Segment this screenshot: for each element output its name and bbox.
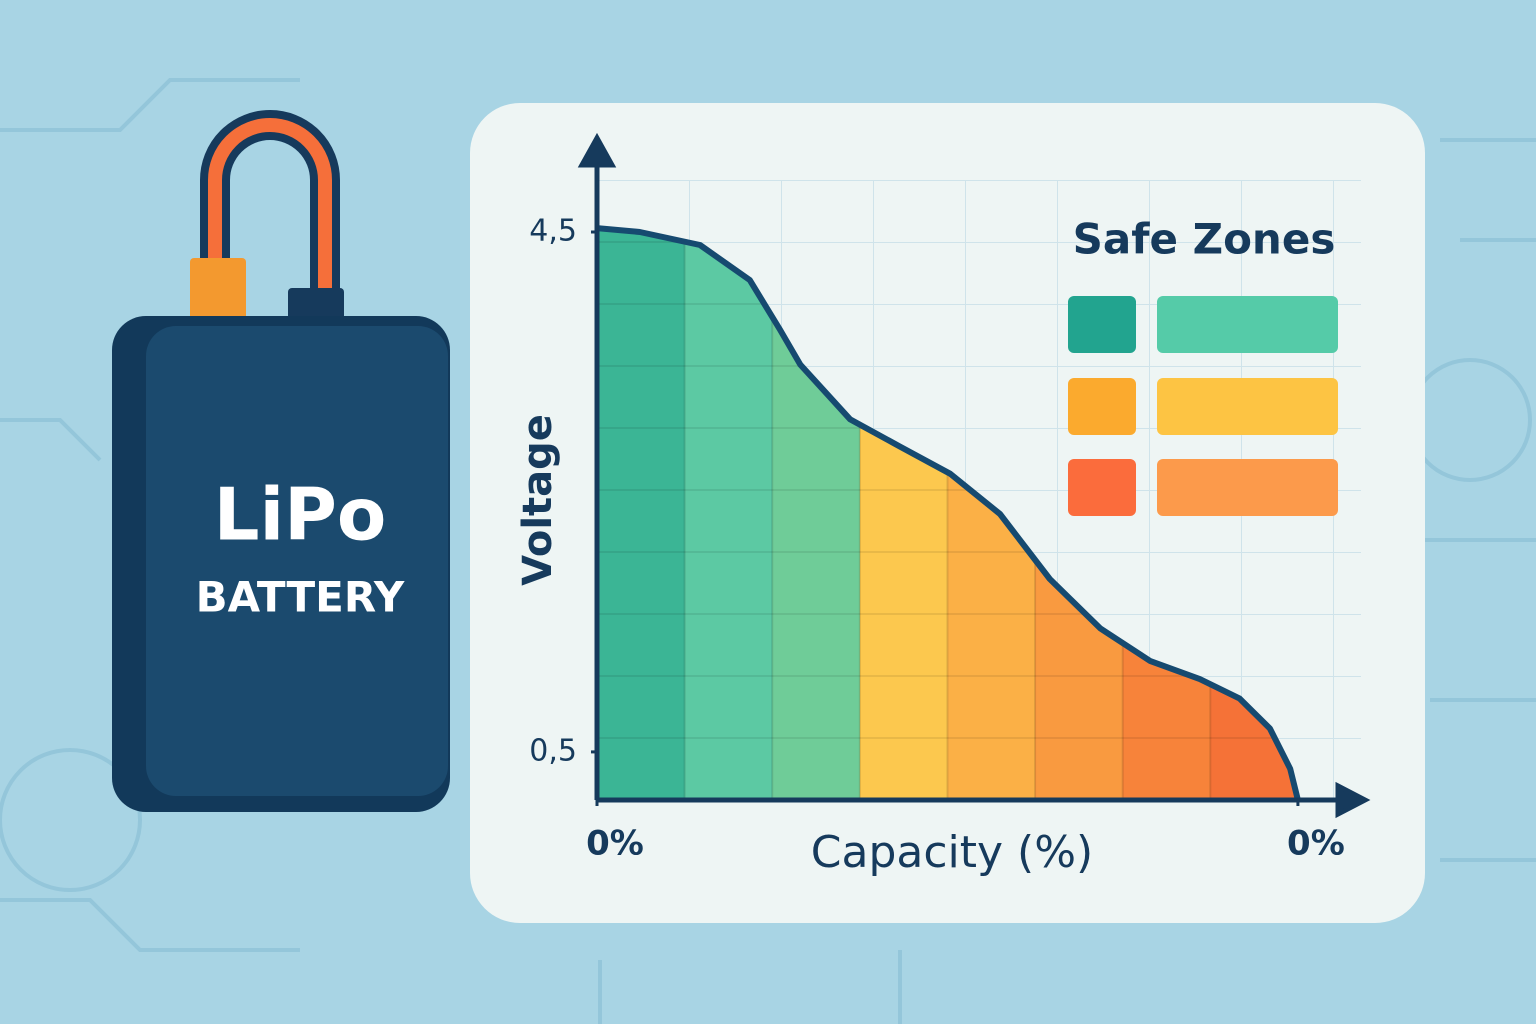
legend-swatch: [1157, 296, 1338, 353]
legend-swatch: [1157, 459, 1338, 516]
x-axis-label: Capacity (%): [811, 827, 1093, 878]
circuit-lines: [0, 78, 1536, 1024]
legend-swatch: [1068, 378, 1136, 435]
legend-swatch: [1068, 459, 1136, 516]
legend-title: Safe Zones: [1073, 215, 1336, 264]
x-tick-label: 0%: [1287, 824, 1345, 864]
battery-sublabel: BATTERY: [196, 573, 405, 622]
x-tick-label: 0%: [586, 824, 644, 864]
legend-swatch: [1068, 296, 1136, 353]
y-axis-label: Voltage: [515, 414, 561, 586]
battery: LiPo BATTERY: [112, 110, 450, 812]
axes: [577, 132, 1371, 819]
curve-line: [596, 225, 1301, 801]
y-tick-label: 4,5: [529, 213, 577, 248]
zone-band: [597, 228, 686, 800]
legend-swatch: [1157, 378, 1338, 435]
battery-label: LiPo: [214, 473, 387, 557]
y-tick-label: 0,5: [529, 733, 577, 768]
legend: Safe Zones: [1068, 215, 1338, 516]
zone-band: [684, 228, 773, 800]
